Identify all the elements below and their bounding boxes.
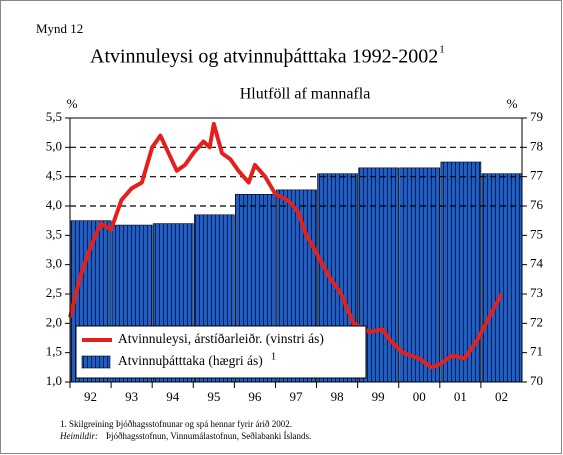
legend-box [75, 325, 367, 379]
x-tick-label: 96 [248, 389, 262, 404]
x-tick-label: 99 [372, 389, 385, 404]
y2-tick-label: 74 [530, 256, 544, 271]
x-tick-label: 92 [84, 389, 97, 404]
bar [481, 173, 523, 383]
footnote: 1. Skilgreining Þjóðhagsstofnunar og spá… [60, 419, 292, 429]
bar [440, 161, 482, 383]
y-tick-label: 5,5 [46, 109, 62, 124]
x-tick-label: 00 [413, 389, 426, 404]
x-tick-label: 98 [331, 389, 344, 404]
y2-tick-label: 79 [530, 109, 543, 124]
y-tick-label: 4,5 [46, 168, 62, 183]
x-tick-label: 01 [454, 389, 467, 404]
y-tick-label: 3,5 [46, 226, 62, 241]
y2-tick-label: 70 [530, 373, 543, 388]
y-tick-label: 5,0 [46, 138, 62, 153]
legend-note: 1 [271, 351, 277, 363]
x-tick-label: 95 [207, 389, 220, 404]
bar [399, 167, 441, 383]
y2-unit: % [507, 96, 518, 111]
y2-tick-label: 73 [530, 285, 543, 300]
y-tick-label: 4,0 [46, 197, 62, 212]
y-tick-label: 2,5 [46, 285, 62, 300]
y2-tick-label: 71 [530, 344, 543, 359]
y-tick-label: 3,0 [46, 256, 62, 271]
sources-label: Heimildir: [59, 431, 98, 441]
y2-tick-label: 76 [530, 197, 544, 212]
x-tick-label: 97 [290, 389, 304, 404]
sources: Þjóðhagsstofnun, Vinnumálastofnun, Seðla… [106, 431, 311, 441]
legend-label: Atvinnuleysi, árstíðarleiðr. (vinstri ás… [118, 331, 324, 346]
x-tick-label: 93 [125, 389, 138, 404]
y2-tick-label: 72 [530, 314, 543, 329]
line [68, 121, 504, 370]
chart-title: Atvinnuleysi og atvinnuþátttaka 1992-200… [90, 46, 438, 68]
y-tick-label: 1,5 [46, 344, 62, 359]
figure-label: Mynd 12 [36, 21, 83, 36]
subtitle: Hlutföll af mannafla [240, 86, 371, 103]
x-tick-label: 94 [166, 389, 180, 404]
y-unit: % [67, 96, 78, 111]
y2-tick-label: 78 [530, 138, 543, 153]
y-tick-label: 1,0 [46, 373, 62, 388]
y2-tick-label: 75 [530, 226, 543, 241]
title-note: 1 [439, 44, 445, 56]
plot-frame [69, 117, 523, 383]
x-tick-label: 02 [495, 389, 508, 404]
legend-label: Atvinnuþátttaka (hægri ás) [118, 353, 263, 368]
y2-tick-label: 77 [530, 168, 544, 183]
y-tick-label: 2,0 [46, 314, 62, 329]
legend-swatch [81, 355, 111, 369]
